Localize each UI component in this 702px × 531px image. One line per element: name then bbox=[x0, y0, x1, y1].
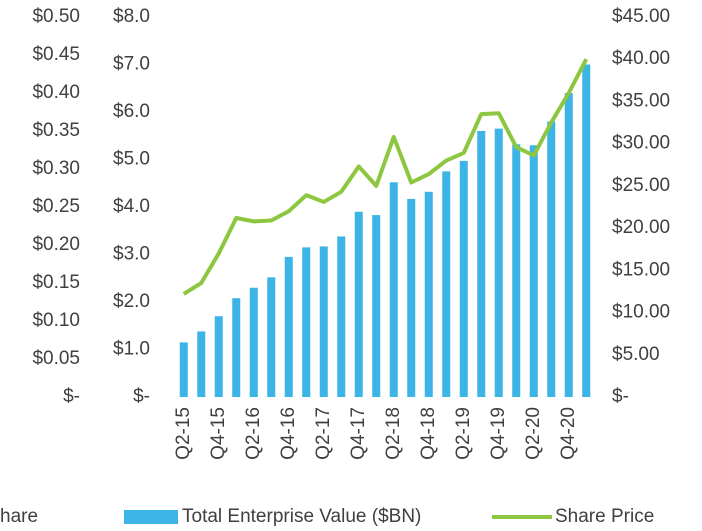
y-tick-label: $0.45 bbox=[32, 44, 80, 65]
y-tick-label: $2.0 bbox=[113, 291, 150, 312]
y-tick-label: $10.00 bbox=[612, 302, 670, 323]
y-tick-label: $0.10 bbox=[32, 310, 80, 331]
y-tick-label: $20.00 bbox=[612, 217, 670, 238]
y-tick-label: $- bbox=[63, 386, 80, 407]
bar bbox=[477, 131, 486, 397]
bar bbox=[337, 236, 346, 397]
bar bbox=[179, 342, 188, 397]
x-tick-label: Q4-17 bbox=[348, 407, 369, 460]
bar bbox=[249, 287, 258, 397]
x-tick-label: Q2-15 bbox=[173, 407, 194, 460]
bar bbox=[354, 211, 363, 397]
x-tick-label: Q4-19 bbox=[488, 407, 509, 460]
bar bbox=[197, 331, 206, 397]
legend-label: Total Enterprise Value ($BN) bbox=[182, 506, 421, 527]
x-tick-label: Q2-16 bbox=[243, 407, 264, 460]
x-tick-label: Q4-16 bbox=[278, 407, 299, 460]
bar bbox=[494, 128, 503, 397]
y-tick-label: $4.0 bbox=[113, 196, 150, 217]
bar bbox=[529, 145, 538, 397]
x-tick-label: Q2-20 bbox=[523, 407, 544, 460]
y-tick-label: $25.00 bbox=[612, 175, 670, 196]
y-tick-label: $- bbox=[133, 386, 150, 407]
x-tick-label: Q2-17 bbox=[313, 407, 334, 460]
y-tick-label: $0.50 bbox=[32, 6, 80, 27]
bar bbox=[512, 144, 521, 397]
y-tick-label: $35.00 bbox=[612, 90, 670, 111]
y-tick-label: $3.0 bbox=[113, 244, 150, 265]
y-tick-label: $0.40 bbox=[32, 82, 80, 103]
y-tick-label: $7.0 bbox=[113, 54, 150, 75]
y-tick-label: $30.00 bbox=[612, 133, 670, 154]
x-tick-label: Q4-20 bbox=[558, 407, 579, 460]
y-tick-label: $0.05 bbox=[32, 348, 80, 369]
bar bbox=[389, 182, 398, 397]
bar bbox=[424, 191, 433, 397]
bar bbox=[564, 93, 573, 397]
y-tick-label: $5.0 bbox=[113, 149, 150, 170]
line bbox=[182, 58, 589, 296]
legend-label: hare bbox=[0, 506, 38, 527]
y-tick-label: $0.30 bbox=[32, 158, 80, 179]
bar bbox=[459, 160, 468, 397]
bar bbox=[267, 277, 276, 397]
y-tick-label: $0.15 bbox=[32, 272, 80, 293]
x-tick-label: Q2-19 bbox=[453, 407, 474, 460]
bar bbox=[547, 121, 556, 397]
bar bbox=[214, 316, 223, 397]
bar bbox=[582, 64, 591, 397]
bar bbox=[319, 246, 328, 397]
y-tick-label: $5.00 bbox=[612, 344, 660, 365]
x-tick-label: Q4-15 bbox=[208, 407, 229, 460]
y-tick-label: $0.25 bbox=[32, 196, 80, 217]
y-tick-label: $- bbox=[612, 386, 629, 407]
bar bbox=[302, 247, 311, 397]
y-tick-label: $0.20 bbox=[32, 234, 80, 255]
y-tick-label: $0.35 bbox=[32, 120, 80, 141]
bar bbox=[442, 171, 451, 397]
y-tick-label: $45.00 bbox=[612, 6, 670, 27]
legend-swatch bbox=[124, 510, 178, 524]
bar bbox=[407, 198, 416, 397]
y-tick-label: $40.00 bbox=[612, 48, 670, 69]
y-tick-label: $15.00 bbox=[612, 259, 670, 280]
legend-label: Share Price bbox=[555, 506, 654, 527]
x-tick-label: Q2-18 bbox=[383, 407, 404, 460]
y-tick-label: $8.0 bbox=[113, 6, 150, 27]
bar bbox=[284, 256, 293, 397]
x-tick-label: Q4-18 bbox=[418, 407, 439, 460]
bar bbox=[232, 298, 241, 397]
bar bbox=[372, 215, 381, 397]
y-tick-label: $6.0 bbox=[113, 101, 150, 122]
y-tick-label: $1.0 bbox=[113, 339, 150, 360]
